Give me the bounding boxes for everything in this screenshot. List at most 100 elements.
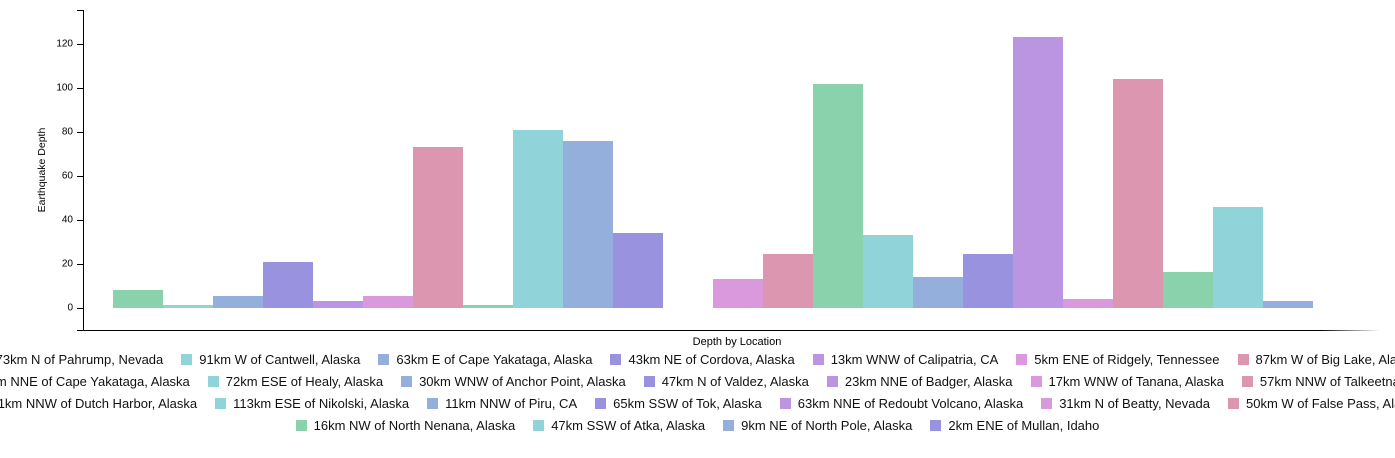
legend-label: 47km N of Valdez, Alaska bbox=[661, 373, 809, 389]
y-axis-tick bbox=[77, 264, 83, 265]
y-axis-tick-label: 20 bbox=[61, 258, 73, 270]
legend-label: 152km NNE of Cape Yakataga, Alaska bbox=[0, 373, 190, 389]
y-axis-tick-label: 80 bbox=[61, 126, 73, 138]
legend-label: 113km ESE of Nikolski, Alaska bbox=[233, 395, 410, 411]
bar bbox=[713, 279, 763, 308]
bar bbox=[813, 83, 863, 308]
y-axis-tick bbox=[77, 88, 83, 89]
legend-item: 23km NNE of Badger, Alaska bbox=[826, 373, 1013, 389]
bar bbox=[863, 235, 913, 308]
legend-item: 47km N of Valdez, Alaska bbox=[643, 373, 809, 389]
legend-item: 63km E of Cape Yakataga, Alaska bbox=[378, 352, 592, 367]
legend-label: 23km NNE of Badger, Alaska bbox=[844, 373, 1013, 389]
legend-item: 17km WNW of Tanana, Alaska bbox=[1030, 373, 1224, 389]
legend-swatch bbox=[595, 397, 607, 409]
bar bbox=[1263, 301, 1313, 308]
y-axis-end-tick bbox=[77, 10, 83, 11]
legend-label: 9km NE of North Pole, Alaska bbox=[741, 417, 913, 433]
legend-swatch bbox=[427, 397, 439, 409]
legend-label: 30km WNW of Anchor Point, Alaska bbox=[419, 373, 626, 389]
legend-swatch bbox=[1041, 397, 1053, 409]
y-axis-tick-label: 40 bbox=[61, 214, 73, 226]
legend-row: 16km NW of North Nenana, Alaska 47km SSW … bbox=[287, 414, 1109, 436]
legend-row: 152km NNE of Cape Yakataga, Alaska 72km E… bbox=[0, 370, 1395, 392]
bar bbox=[563, 140, 613, 308]
legend-label: 57km NNW of Talkeetna, Alaska bbox=[1259, 373, 1395, 389]
legend-swatch bbox=[610, 353, 622, 365]
legend-item: 43km NE of Cordova, Alaska bbox=[610, 351, 795, 367]
legend-swatch bbox=[779, 397, 791, 409]
y-axis-tick bbox=[77, 132, 83, 133]
legend-row: 11km NNW of Dutch Harbor, Alaska 113km ES… bbox=[0, 392, 1395, 414]
legend-item: 5km ENE of Ridgely, Tennessee bbox=[1016, 351, 1220, 367]
legend-item: 50km W of False Pass, Alaska bbox=[1227, 396, 1395, 411]
legend-item: 11km NNW of Dutch Harbor, Alaska bbox=[0, 396, 197, 411]
bar bbox=[413, 147, 463, 308]
legend-item: 65km SSW of Tok, Alaska bbox=[595, 396, 762, 411]
bar bbox=[213, 295, 263, 308]
y-axis-tick bbox=[77, 308, 83, 309]
legend-label: 43km NE of Cordova, Alaska bbox=[628, 351, 795, 367]
legend-item: 57km NNW of Talkeetna, Alaska bbox=[1241, 373, 1395, 389]
legend-label: 47km SSW of Atka, Alaska bbox=[551, 417, 706, 433]
legend-label: 65km SSW of Tok, Alaska bbox=[613, 395, 762, 411]
legend-label: 5km ENE of Ridgely, Tennessee bbox=[1034, 351, 1220, 367]
y-axis-line bbox=[83, 10, 84, 331]
legend-label: 73km N of Pahrump, Nevada bbox=[0, 351, 164, 367]
legend-swatch bbox=[930, 419, 942, 431]
legend-swatch bbox=[812, 353, 824, 365]
legend-label: 63km E of Cape Yakataga, Alaska bbox=[396, 351, 593, 367]
legend-label: 2km ENE of Mullan, Idaho bbox=[948, 417, 1100, 433]
legend-swatch bbox=[1227, 397, 1239, 409]
legend-label: 16km NW of North Nenana, Alaska bbox=[313, 417, 516, 433]
legend-swatch bbox=[1030, 375, 1042, 387]
y-axis-tick-label: 120 bbox=[56, 38, 73, 50]
legend-swatch bbox=[533, 419, 545, 431]
legend-item: 72km ESE of Healy, Alaska bbox=[207, 373, 384, 389]
legend-row: 73km N of Pahrump, Nevada 91km W of Cantw… bbox=[0, 348, 1395, 370]
bar bbox=[1113, 79, 1163, 308]
bar bbox=[963, 254, 1013, 308]
legend-label: 17km WNW of Tanana, Alaska bbox=[1048, 373, 1224, 389]
legend-swatch bbox=[643, 375, 655, 387]
bar bbox=[513, 129, 563, 308]
legend-item: 31km N of Beatty, Nevada bbox=[1041, 396, 1210, 411]
x-axis-line bbox=[83, 330, 1390, 331]
legend-label: 72km ESE of Healy, Alaska bbox=[225, 373, 384, 389]
legend-swatch bbox=[378, 353, 390, 365]
bar bbox=[363, 295, 413, 308]
legend-item: 47km SSW of Atka, Alaska bbox=[533, 418, 705, 433]
legend-swatch bbox=[826, 375, 838, 387]
y-axis-end-tick bbox=[77, 330, 83, 331]
legend-item: 63km NNE of Redoubt Volcano, Alaska bbox=[779, 396, 1023, 411]
x-axis-title: Depth by Location bbox=[692, 336, 782, 348]
bar bbox=[113, 290, 163, 308]
bar bbox=[913, 277, 963, 308]
y-axis-tick-label: 100 bbox=[56, 82, 73, 94]
legend-label: 13km WNW of Calipatria, CA bbox=[830, 351, 999, 367]
legend-label: 11km NNW of Piru, CA bbox=[445, 395, 578, 411]
fade-overlay bbox=[1320, 0, 1395, 344]
legend-item: 16km NW of North Nenana, Alaska bbox=[295, 417, 516, 433]
bar bbox=[463, 304, 513, 308]
legend-item: 113km ESE of Nikolski, Alaska bbox=[215, 396, 409, 411]
y-axis-tick-label: 60 bbox=[61, 170, 73, 182]
bar bbox=[1063, 299, 1113, 308]
legend-item: 87km W of Big Lake, Alaska bbox=[1237, 352, 1395, 367]
legend-item: 91km W of Cantwell, Alaska bbox=[181, 352, 360, 367]
legend-item: 9km NE of North Pole, Alaska bbox=[723, 418, 912, 433]
y-axis-tick-label: 0 bbox=[67, 302, 73, 314]
legend-item: 152km NNE of Cape Yakataga, Alaska bbox=[0, 374, 190, 389]
legend-label: 31km N of Beatty, Nevada bbox=[1059, 395, 1210, 411]
legend-swatch bbox=[295, 419, 307, 431]
bar bbox=[1013, 37, 1063, 308]
bar bbox=[763, 254, 813, 308]
y-axis-tick bbox=[77, 220, 83, 221]
bar bbox=[313, 301, 363, 308]
legend-item: 2km ENE of Mullan, Idaho bbox=[930, 418, 1099, 433]
bar bbox=[613, 233, 663, 308]
legend-swatch bbox=[723, 419, 735, 431]
y-axis-tick bbox=[77, 176, 83, 177]
legend-label: 11km NNW of Dutch Harbor, Alaska bbox=[0, 395, 198, 411]
